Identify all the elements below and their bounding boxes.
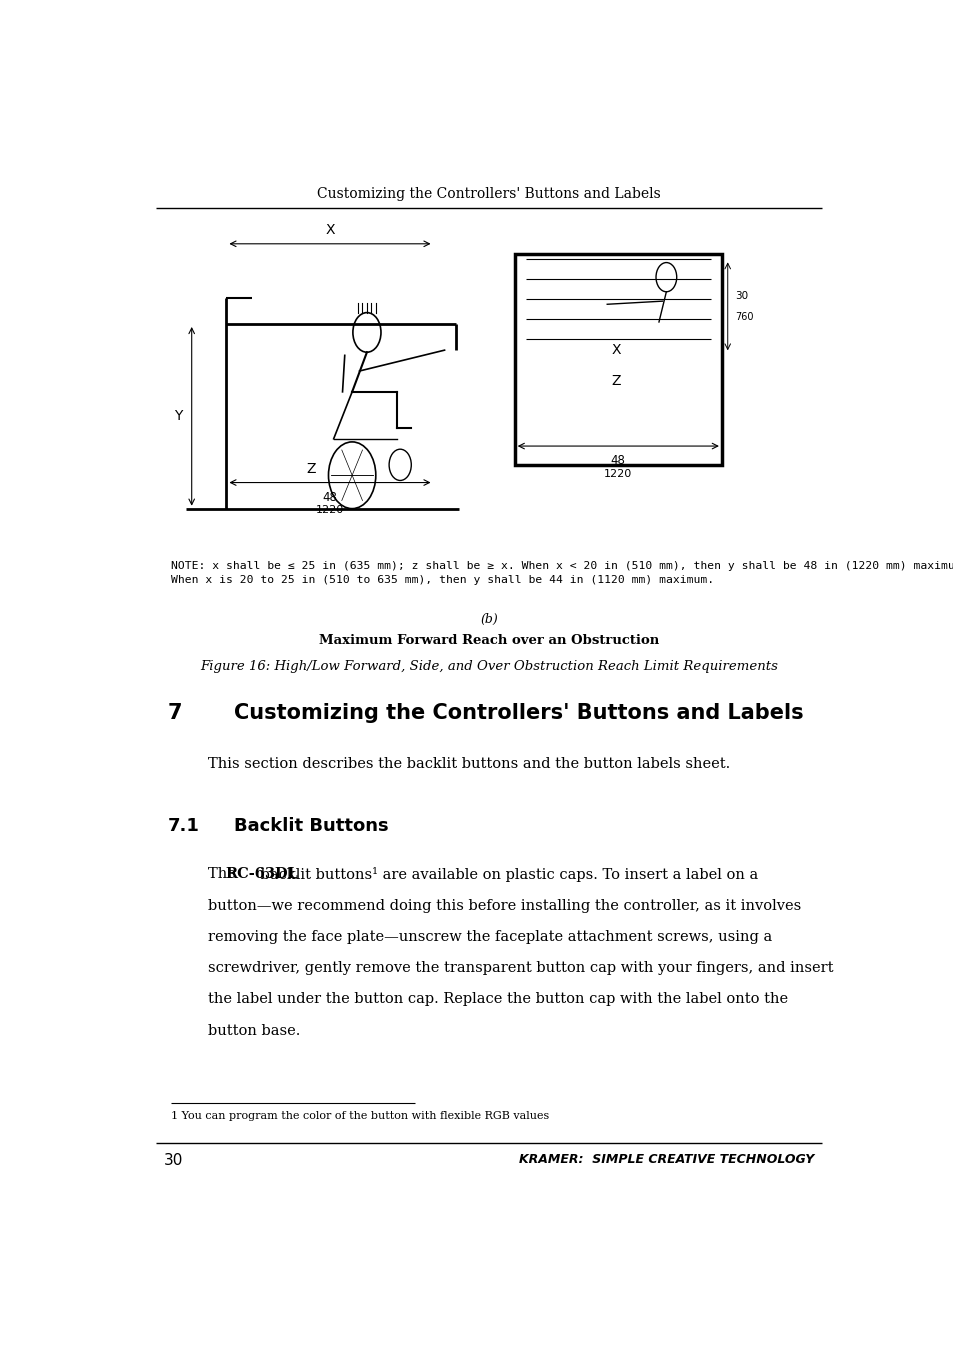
Text: Z: Z — [307, 462, 315, 477]
Text: KRAMER:  SIMPLE CREATIVE TECHNOLOGY: KRAMER: SIMPLE CREATIVE TECHNOLOGY — [518, 1154, 813, 1166]
Text: Z: Z — [611, 375, 620, 389]
Text: 7.1: 7.1 — [167, 818, 199, 835]
Text: backlit buttons¹ are available on plastic caps. To insert a label on a: backlit buttons¹ are available on plasti… — [256, 868, 758, 883]
Text: 7: 7 — [167, 703, 182, 723]
Text: Figure 16: High/Low Forward, Side, and Over Obstruction Reach Limit Requirements: Figure 16: High/Low Forward, Side, and O… — [200, 659, 777, 673]
Text: RC-63DL: RC-63DL — [225, 868, 297, 881]
Text: 30: 30 — [164, 1154, 183, 1169]
Text: 1220: 1220 — [315, 505, 344, 516]
Text: X: X — [611, 343, 620, 357]
Text: 30: 30 — [735, 291, 747, 301]
Text: NOTE: x shall be ≤ 25 in (635 mm); z shall be ≥ x. When x < 20 in (510 mm), then: NOTE: x shall be ≤ 25 in (635 mm); z sha… — [171, 561, 953, 585]
Text: Y: Y — [174, 409, 183, 424]
Text: screwdriver, gently remove the transparent button cap with your fingers, and ins: screwdriver, gently remove the transpare… — [208, 961, 833, 975]
Text: This section describes the backlit buttons and the button labels sheet.: This section describes the backlit butto… — [208, 757, 729, 770]
Text: 760: 760 — [735, 311, 753, 322]
Text: 48: 48 — [322, 492, 337, 504]
Text: 1220: 1220 — [603, 468, 632, 479]
Text: Maximum Forward Reach over an Obstruction: Maximum Forward Reach over an Obstructio… — [318, 634, 659, 647]
Text: removing the face plate—unscrew the faceplate attachment screws, using a: removing the face plate—unscrew the face… — [208, 930, 771, 944]
Text: Customizing the Controllers' Buttons and Labels: Customizing the Controllers' Buttons and… — [316, 187, 660, 200]
Text: (b): (b) — [479, 613, 497, 626]
Text: Customizing the Controllers' Buttons and Labels: Customizing the Controllers' Buttons and… — [233, 703, 802, 723]
Text: Backlit Buttons: Backlit Buttons — [233, 818, 388, 835]
Text: The: The — [208, 868, 240, 881]
Text: button—we recommend doing this before installing the controller, as it involves: button—we recommend doing this before in… — [208, 899, 801, 913]
Text: X: X — [325, 222, 335, 237]
Text: button base.: button base. — [208, 1024, 300, 1037]
Text: 1 You can program the color of the button with flexible RGB values: 1 You can program the color of the butto… — [171, 1112, 549, 1121]
Text: the label under the button cap. Replace the button cap with the label onto the: the label under the button cap. Replace … — [208, 992, 787, 1006]
Text: 48: 48 — [610, 455, 625, 467]
Bar — [515, 255, 721, 464]
